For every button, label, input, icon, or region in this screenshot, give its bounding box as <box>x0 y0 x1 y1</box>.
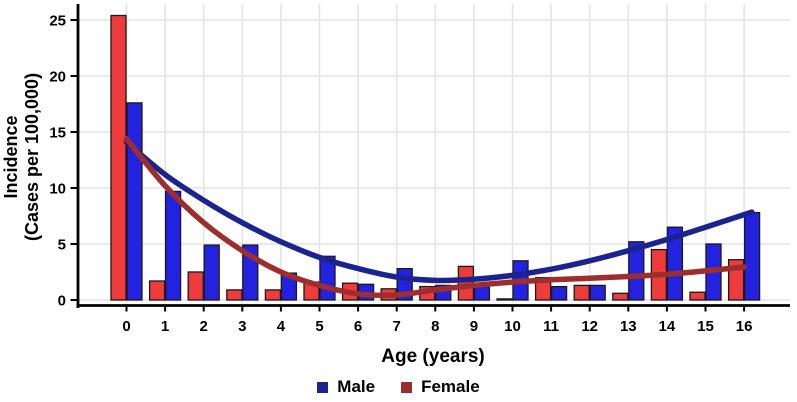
y-tick-label: 10 <box>49 180 66 197</box>
male-legend-swatch-icon <box>317 381 329 393</box>
y-tick-label: 5 <box>58 236 66 253</box>
legend-entry-female: Female <box>401 377 480 397</box>
y-tick-label: 0 <box>58 292 66 309</box>
axes <box>70 4 790 312</box>
x-tick-label: 6 <box>354 318 362 335</box>
y-tick-label: 25 <box>49 12 66 29</box>
x-tick-label: 4 <box>277 318 286 335</box>
x-tick-label: 2 <box>200 318 208 335</box>
bar-male-age-2 <box>203 244 220 301</box>
bar-female-age-3 <box>226 289 243 301</box>
x-tick-label: 8 <box>431 318 439 335</box>
bar-female-age-13 <box>612 292 629 301</box>
legend: Male Female <box>0 374 797 400</box>
bar-female-age-4 <box>264 289 282 301</box>
bars <box>110 14 761 301</box>
trend-lines <box>123 135 755 299</box>
y-tick-labels: 0 5 10 15 20 25 <box>49 12 66 309</box>
bar-male-age-0 <box>126 102 143 301</box>
trend-line-male <box>123 139 755 284</box>
bar-female-age-12 <box>573 284 590 301</box>
gridlines <box>78 4 790 303</box>
x-tick-label: 7 <box>393 318 401 335</box>
bar-male-age-11 <box>550 285 568 301</box>
x-tick-label: 13 <box>620 318 637 335</box>
y-tick-label: 15 <box>49 124 66 141</box>
bar-male-age-1 <box>164 190 182 301</box>
bar-male-age-13 <box>628 241 645 301</box>
x-tick-label: 5 <box>315 318 323 335</box>
bar-female-age-1 <box>148 280 166 301</box>
x-tick-label: 16 <box>736 318 753 335</box>
x-tick-labels: 0 1 2 3 4 5 6 7 8 9 10 11 12 13 14 15 16 <box>122 318 752 335</box>
x-tick-label: 1 <box>161 318 169 335</box>
x-tick-label: 11 <box>543 318 559 335</box>
legend-female-label: Female <box>421 377 480 396</box>
female-legend-swatch-icon <box>401 381 413 393</box>
bar-female-age-15 <box>689 291 706 301</box>
y-tick-label: 20 <box>49 68 66 85</box>
trend-line-female <box>123 135 747 299</box>
x-tick-label: 10 <box>504 318 521 335</box>
x-tick-label: 12 <box>581 318 598 335</box>
bar-male-age-16 <box>743 211 761 301</box>
x-tick-label: 9 <box>470 318 478 335</box>
legend-entry-male: Male <box>317 377 375 397</box>
bar-female-age-10 <box>496 298 513 301</box>
x-tick-label: 15 <box>697 318 714 335</box>
bar-female-age-2 <box>187 271 204 301</box>
x-tick-label: 3 <box>238 318 246 335</box>
bar-male-age-14 <box>666 226 684 301</box>
bar-male-age-12 <box>589 284 606 301</box>
legend-male-label: Male <box>337 377 376 396</box>
x-tick-label: 0 <box>122 318 130 335</box>
bar-female-age-0 <box>110 14 127 301</box>
x-axis-title: Age (years) <box>381 346 485 367</box>
y-axis-title-line2: (Cases per 100,000) <box>22 73 42 241</box>
x-tick-label: 14 <box>659 318 676 335</box>
y-axis-title-line1: Incidence <box>1 115 21 198</box>
